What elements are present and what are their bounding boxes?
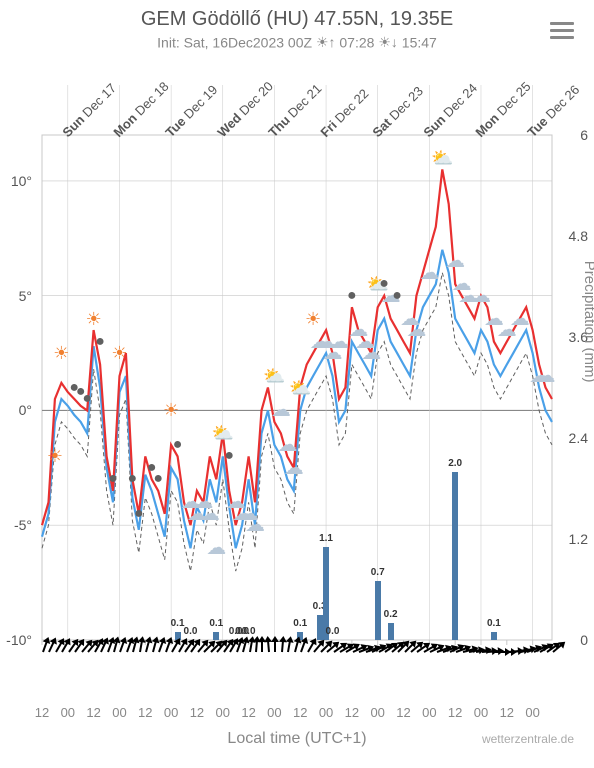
x-tick: 12 — [35, 705, 49, 720]
weather-icon: ● — [146, 467, 170, 491]
weather-icon: ☁ — [243, 513, 267, 537]
x-tick: 12 — [86, 705, 100, 720]
x-tick: 00 — [164, 705, 178, 720]
weather-icon: ● — [75, 387, 99, 411]
y-axis-right-label: Precipitation (mm) — [582, 261, 594, 383]
y-tick-right: 1.2 — [569, 531, 588, 547]
x-tick: 12 — [448, 705, 462, 720]
weather-icon: ☁ — [198, 502, 222, 526]
weather-icon: ☀ — [43, 444, 67, 468]
x-tick: 12 — [138, 705, 152, 720]
x-tick: 12 — [500, 705, 514, 720]
y-tick-left: -5° — [4, 517, 32, 533]
weather-icon: ☁ — [204, 536, 228, 560]
weather-icon: ☀ — [301, 307, 325, 331]
weather-icon: ☁ — [508, 307, 532, 331]
weather-icon: ● — [127, 502, 151, 526]
chart-container: GEM Gödöllő (HU) 47.55N, 19.35E Init: Sa… — [0, 0, 594, 768]
weather-icon: ☁ — [282, 456, 306, 480]
x-tick: 12 — [396, 705, 410, 720]
x-tick: 12 — [345, 705, 359, 720]
x-tick: 00 — [474, 705, 488, 720]
weather-icon: ☀ — [159, 398, 183, 422]
x-tick: 00 — [267, 705, 281, 720]
y-tick-left: 5° — [4, 288, 32, 304]
attribution: wetterzentrale.de — [482, 732, 574, 746]
precip-label: 0.1 — [487, 618, 501, 629]
precip-label: 0.1 — [293, 618, 307, 629]
x-tick: 00 — [370, 705, 384, 720]
y-tick-right: 0 — [580, 632, 588, 648]
weather-icon: ☀ — [82, 307, 106, 331]
precip-label: 0.0 — [326, 626, 340, 637]
weather-icon: ☁ — [443, 249, 467, 273]
x-tick: 12 — [241, 705, 255, 720]
precip-label: 0.1 — [209, 618, 223, 629]
y-tick-right: 4.8 — [569, 228, 588, 244]
weather-icon: ● — [340, 284, 364, 308]
weather-icon: ☁ — [534, 364, 558, 388]
x-tick: 00 — [422, 705, 436, 720]
wind-arrow — [267, 638, 270, 652]
precip-bar — [452, 472, 458, 640]
x-tick: 12 — [190, 705, 204, 720]
weather-icon: ☁ — [417, 261, 441, 285]
weather-icon: ☁ — [275, 433, 299, 457]
weather-icon: ⛅ — [211, 421, 235, 445]
y-tick-left: -10° — [4, 632, 32, 648]
precip-label: 0.7 — [371, 567, 385, 578]
x-tick: 00 — [525, 705, 539, 720]
x-tick: 00 — [216, 705, 230, 720]
precip-bar — [491, 632, 497, 640]
precip-label: 0.2 — [384, 609, 398, 620]
weather-icon: ● — [166, 433, 190, 457]
y-tick-right: 6 — [580, 127, 588, 143]
weather-icon: ☀ — [107, 341, 131, 365]
x-tick: 00 — [319, 705, 333, 720]
weather-icon: ☁ — [269, 398, 293, 422]
weather-icon: ⛅ — [288, 376, 312, 400]
weather-icon: ● — [217, 444, 241, 468]
y-tick-right: 2.4 — [569, 430, 588, 446]
weather-icon: ● — [385, 284, 409, 308]
weather-icon: ☀ — [49, 341, 73, 365]
precip-bar — [375, 581, 381, 640]
weather-icon: ☁ — [359, 341, 383, 365]
precip-bar — [388, 623, 394, 640]
weather-icon: ⛅ — [262, 364, 286, 388]
precip-label: 1.1 — [319, 533, 333, 544]
precip-label: 0.1 — [171, 618, 185, 629]
weather-icon: ⛅ — [430, 146, 454, 170]
x-tick: 12 — [293, 705, 307, 720]
precip-bar — [317, 615, 323, 640]
x-tick: 00 — [112, 705, 126, 720]
y-tick-left: 10° — [4, 173, 32, 189]
y-tick-left: 0° — [4, 402, 32, 418]
weather-icon: ☁ — [469, 284, 493, 308]
x-tick: 00 — [61, 705, 75, 720]
precip-label: 2.0 — [448, 458, 462, 469]
weather-icon: ☁ — [404, 318, 428, 342]
